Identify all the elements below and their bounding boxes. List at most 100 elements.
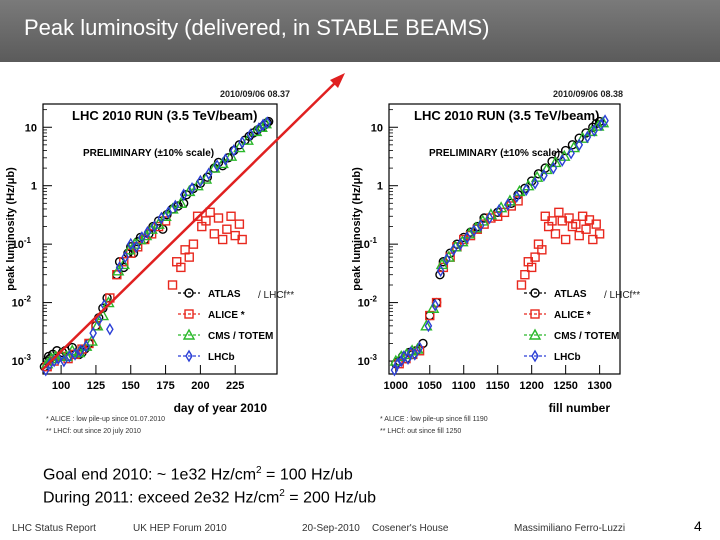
data-point: [209, 229, 220, 239]
data-point: [601, 114, 609, 127]
chart-timestamp: 2010/09/06 08.37: [220, 89, 290, 99]
y-tick-label: 10-3: [358, 353, 378, 368]
data-point: [547, 216, 557, 226]
data-point: [506, 201, 516, 211]
data-point: [115, 261, 124, 274]
data-point: [554, 207, 564, 218]
legend-marker: [184, 309, 194, 319]
data-point: [121, 250, 129, 264]
trend-arrow-head: [330, 73, 345, 88]
data-point: [126, 237, 135, 251]
footer-date: 20-Sep-2010: [302, 523, 360, 534]
y-tick-label: 10-1: [12, 236, 32, 251]
data-point: [426, 301, 440, 313]
y-tick-label: 10-2: [12, 295, 32, 310]
x-axis-label: day of year 2010: [174, 401, 268, 415]
data-point: [132, 240, 141, 254]
data-point: [424, 319, 433, 333]
legend-marker: [182, 328, 196, 340]
data-point: [594, 116, 605, 127]
x-tick-label: 1300: [587, 380, 611, 392]
data-point: [226, 211, 236, 221]
data-point: [463, 231, 471, 244]
data-point: [213, 159, 221, 173]
left-footnote-2: ** LHCf: out since 20 july 2010: [46, 428, 141, 435]
data-point: [213, 213, 224, 223]
trend-arrow-line: [41, 79, 339, 371]
legend-label: ATLAS: [554, 289, 587, 300]
page-number: 4: [694, 518, 702, 534]
data-point: [221, 153, 230, 166]
x-tick-label: 1200: [519, 380, 543, 392]
data-point: [581, 224, 591, 234]
legend-label: ALICE *: [208, 310, 245, 321]
data-point: [442, 252, 451, 266]
data-point: [526, 262, 537, 273]
x-axis-label: fill number: [549, 401, 611, 415]
data-point: [246, 128, 255, 141]
x-tick-label: 1000: [384, 380, 408, 392]
trend-arrow: [41, 73, 345, 371]
x-tick-label: 125: [87, 380, 105, 392]
chart-timestamp: 2010/09/06 08.38: [553, 89, 623, 99]
legend-marker: [530, 288, 540, 298]
data-point: [143, 225, 152, 239]
data-point: [166, 202, 179, 214]
x-tick-label: 225: [226, 380, 244, 392]
y-tick-label: 10-3: [12, 353, 32, 368]
y-tick-label: 1: [31, 181, 37, 193]
data-point: [540, 169, 548, 182]
data-point: [89, 326, 97, 340]
series-lhcb: [390, 114, 609, 377]
data-point: [188, 239, 199, 249]
x-tick-label: 1050: [418, 380, 442, 392]
chart-panel-2: 2010/09/06 08.38 LHC 2010 RUN (3.5 TeV/be…: [351, 89, 640, 415]
right-footnote-2: ** LHCf: out since fill 1250: [380, 428, 462, 435]
data-point: [588, 234, 598, 245]
data-point: [138, 231, 146, 244]
series-lhcb: [41, 116, 272, 377]
data-point: [520, 270, 530, 280]
data-point: [71, 348, 79, 361]
data-point: [530, 252, 540, 262]
data-point: [176, 262, 186, 273]
legend-label: CMS / TOTEM: [208, 331, 273, 342]
data-point: [98, 303, 108, 313]
chart-frame: [42, 103, 278, 375]
legend-label: CMS / TOTEM: [554, 331, 619, 342]
footer-author: Massimiliano Ferro-Luzzi: [514, 523, 626, 534]
data-point: [470, 224, 478, 238]
legend-label: LHCb: [208, 352, 235, 363]
data-point: [411, 348, 419, 361]
x-tick-label: 200: [191, 380, 209, 392]
x-tick-label: 175: [156, 380, 174, 392]
data-point: [94, 313, 103, 327]
data-point: [456, 237, 465, 251]
goal-2011: During 2011: exceed 2e32 Hz/cm2 = 200 Hz…: [43, 488, 377, 507]
data-point: [531, 176, 539, 190]
data-point: [406, 346, 415, 359]
data-point: [476, 218, 485, 232]
data-point: [431, 298, 440, 312]
x-tick-label: 1250: [553, 380, 577, 392]
data-point: [420, 319, 433, 331]
data-point: [237, 234, 247, 245]
data-point: [196, 174, 205, 188]
data-point: [67, 342, 77, 353]
legend-marker: [531, 349, 539, 363]
y-tick-label: 10-2: [358, 295, 378, 310]
x-tick-label: 100: [52, 380, 70, 392]
footer-forum: UK HEP Forum 2010: [133, 523, 227, 534]
data-point: [202, 172, 213, 182]
data-point: [188, 182, 196, 195]
data-point: [217, 234, 228, 245]
data-point: [394, 357, 402, 371]
data-point: [184, 252, 194, 262]
data-point: [91, 319, 104, 331]
data-point: [106, 322, 114, 336]
data-point: [585, 124, 598, 137]
chart-title: LHC 2010 RUN (3.5 TeV/beam): [72, 108, 257, 123]
y-axis-label: peak luminosity (Hz/μb): [5, 167, 17, 291]
chart-preliminary: PRELIMINARY (±10% scale): [83, 148, 214, 159]
x-tick-label: 150: [122, 380, 140, 392]
